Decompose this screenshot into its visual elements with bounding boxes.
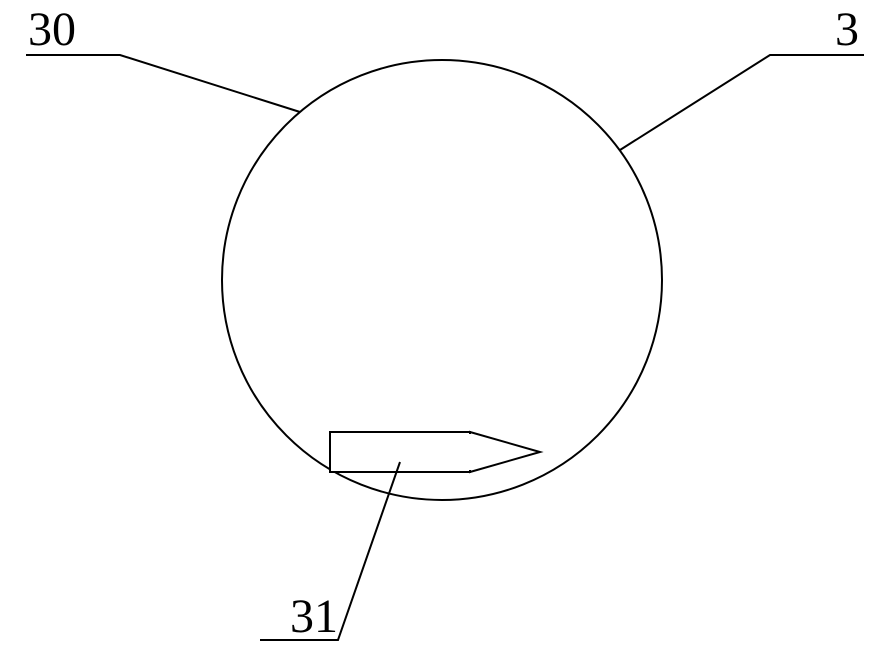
leader-3 [620, 55, 864, 150]
pointer-shape [330, 432, 540, 472]
pointer-tip [470, 432, 540, 472]
label-30: 30 [28, 3, 76, 56]
pointer-body [330, 432, 470, 472]
figure-svg: 30 3 31 [0, 0, 889, 647]
label-3: 3 [835, 3, 859, 56]
leader-30 [26, 55, 300, 112]
label-31: 31 [290, 590, 338, 643]
